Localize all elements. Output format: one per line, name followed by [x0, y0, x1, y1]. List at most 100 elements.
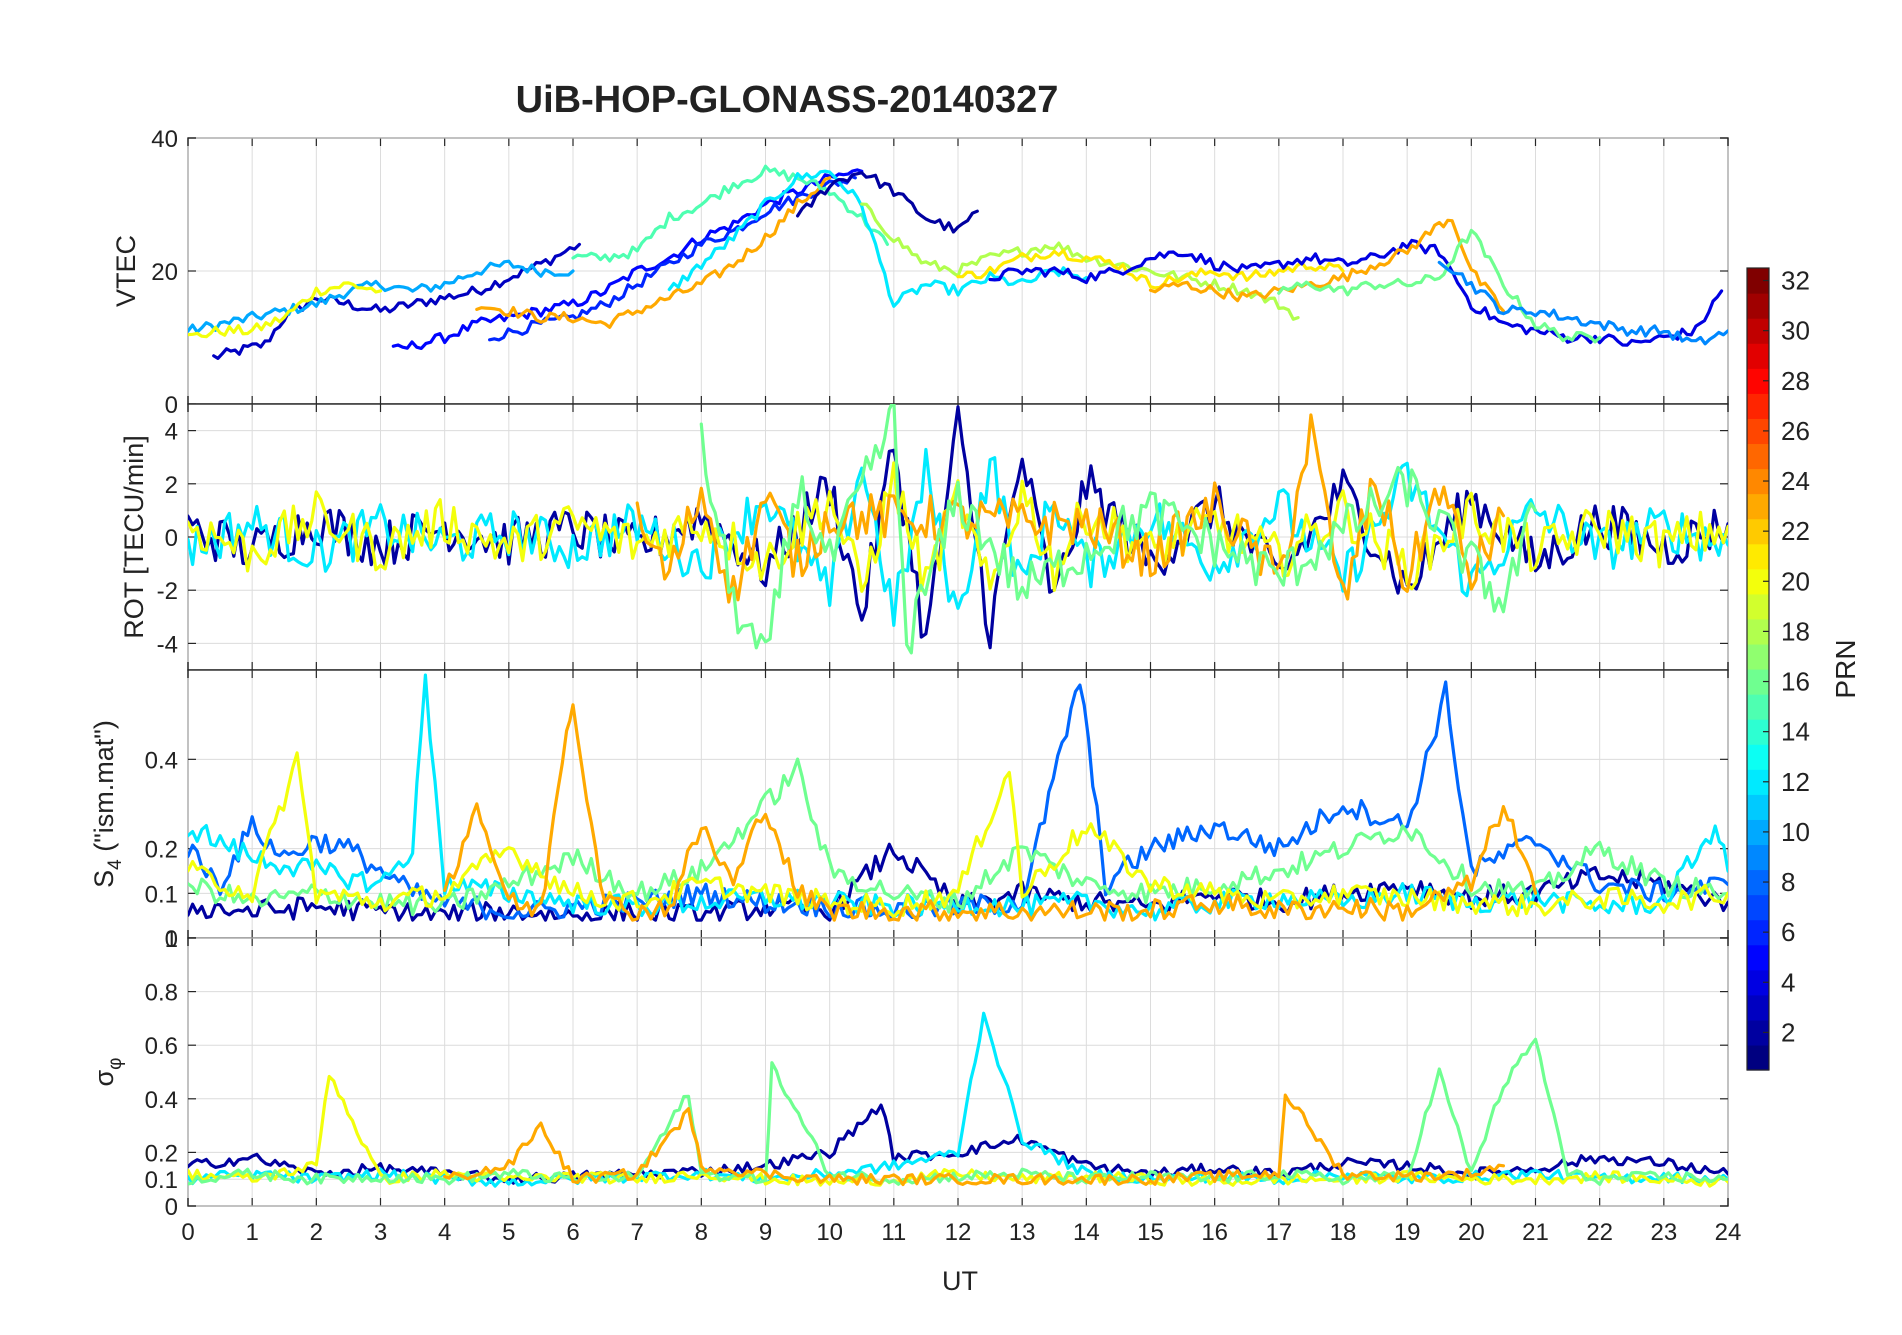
- s4-ytick-label: 0: [165, 926, 178, 953]
- rot-series-group: [188, 404, 1728, 655]
- colorbar-swatch: [1747, 894, 1769, 921]
- x-tick-label: 12: [945, 1219, 972, 1246]
- x-tick-label: 9: [759, 1219, 772, 1246]
- s4-y-axis-label: S4 ("ism.mat"): [89, 720, 126, 888]
- colorbar-swatch: [1747, 293, 1769, 319]
- colorbar-swatch: [1747, 568, 1769, 595]
- colorbar-tick-label: 6: [1781, 917, 1795, 947]
- x-axis-label: UT: [942, 1266, 978, 1296]
- colorbar-tick-label: 4: [1781, 967, 1795, 997]
- rot-ytick-label: 0: [165, 525, 178, 552]
- x-tick-label: 8: [695, 1219, 708, 1246]
- x-tick-label: 23: [1650, 1219, 1677, 1246]
- x-tick-label: 15: [1137, 1219, 1164, 1246]
- colorbar-swatch: [1747, 769, 1769, 795]
- vtec-series-prn-6: [488, 174, 857, 342]
- panel-s4: 0 0.1 0.2 0.4 S4 ("ism.mat"): [89, 669, 1729, 953]
- colorbar-swatch: [1747, 1044, 1769, 1071]
- vtec-series-prn-18: [860, 202, 1300, 321]
- vtec-ytick-label: 0: [165, 392, 178, 419]
- colorbar-swatch: [1747, 543, 1769, 570]
- x-tick-label: 19: [1394, 1219, 1421, 1246]
- rot-series-prn-2: [188, 405, 1728, 650]
- panel-rot: 4 2 0 -2 -4 ROT [TECU/min]: [119, 403, 1729, 671]
- x-tick-label: 6: [566, 1219, 579, 1246]
- colorbar-tick-label: 12: [1781, 767, 1810, 797]
- x-tick-label: 13: [1009, 1219, 1036, 1246]
- sigma-ytick-label: 0.2: [145, 1140, 178, 1167]
- colorbar-tick-label: 24: [1781, 466, 1810, 496]
- colorbar-tick-label: 18: [1781, 616, 1810, 646]
- x-tick-label: 24: [1715, 1219, 1742, 1246]
- rot-series-prn-23: [635, 413, 1505, 604]
- vtec-ytick-label: 20: [151, 259, 178, 286]
- s4-ytick-label: 0.4: [145, 747, 178, 774]
- colorbar-swatch: [1747, 1019, 1769, 1046]
- colorbar-swatch: [1747, 844, 1769, 871]
- colorbar-swatch: [1747, 869, 1769, 896]
- colorbar-swatch: [1747, 443, 1769, 470]
- x-tick-label: 11: [881, 1219, 906, 1246]
- vtec-series-prn-10: [188, 259, 575, 334]
- vtec-series-prn-23: [475, 176, 832, 329]
- colorbar-tick-label: 20: [1781, 566, 1810, 596]
- colorbar-label: PRN: [1830, 639, 1861, 698]
- sigma-ylabel-sub: φ: [105, 1058, 126, 1070]
- sigma-series-prn-23: [443, 1093, 1505, 1187]
- sigma-ylabel-main: σ: [89, 1070, 119, 1087]
- colorbar-tick-label: 10: [1781, 817, 1810, 847]
- colorbar-tick-label: 28: [1781, 366, 1810, 396]
- s4-series-prn-23: [443, 703, 1538, 922]
- sigma-series-prn-16: [188, 1037, 1728, 1186]
- colorbar-swatch: [1747, 669, 1769, 695]
- sigma-ytick-label: 0.6: [145, 1033, 178, 1060]
- vtec-ytick-label: 40: [151, 126, 178, 153]
- rot-y-axis-label: ROT [TECU/min]: [119, 435, 149, 639]
- chart-title: UiB-HOP-GLONASS-20140327: [516, 79, 1059, 121]
- colorbar-tick-label: 8: [1781, 867, 1795, 897]
- rot-ytick-label: 4: [165, 419, 178, 446]
- s4-ylabel-sub: 4: [105, 859, 126, 870]
- s4-series-prn-8: [188, 680, 1728, 921]
- sigma-series-prn-20: [188, 1074, 1728, 1188]
- colorbar-swatch: [1747, 744, 1769, 770]
- sigma-ytick-label: 0.1: [145, 1167, 178, 1194]
- x-tick-label: 1: [245, 1219, 258, 1246]
- colorbar-swatch: [1747, 518, 1769, 545]
- vtec-series-prn-12: [667, 169, 1088, 308]
- colorbar-tick-label: 26: [1781, 416, 1810, 446]
- colorbar-swatch: [1747, 819, 1769, 846]
- colorbar-swatch: [1747, 919, 1769, 946]
- vtec-series-prn-9: [1437, 260, 1728, 346]
- vtec-series-prn-16: [1277, 228, 1602, 344]
- colorbar-frame: [1746, 267, 1770, 1071]
- rot-ytick-label: -4: [157, 631, 178, 658]
- vtec-series-prn-23: [1148, 218, 1505, 313]
- colorbar-swatch: [1747, 468, 1769, 495]
- colorbar-swatch: [1747, 593, 1769, 620]
- colorbar-swatch: [1747, 969, 1769, 996]
- colorbar-tick-label: 14: [1781, 717, 1810, 747]
- vtec-series-prn-21: [956, 248, 1345, 290]
- colorbar-swatch: [1747, 343, 1769, 369]
- x-tick-label: 3: [374, 1219, 387, 1246]
- vtec-series-prn-3: [212, 242, 581, 360]
- sigma-y-axis-label: σφ: [89, 1058, 126, 1087]
- x-tick-label: 16: [1201, 1219, 1228, 1246]
- sigma-series-group: [188, 1011, 1728, 1188]
- colorbar-swatch: [1747, 944, 1769, 971]
- s4-ytick-label: 0.2: [145, 837, 178, 864]
- colorbar-swatch: [1747, 418, 1769, 445]
- s4-ytick-label: 0.1: [145, 881, 178, 908]
- vtec-series-prn-4: [988, 238, 1724, 347]
- colorbar-tick-label: 16: [1781, 667, 1810, 697]
- colorbar-swatch: [1747, 994, 1769, 1021]
- x-tick-label: 7: [630, 1219, 643, 1246]
- colorbar-swatch: [1747, 368, 1769, 394]
- panel-vtec: 0 20 40 VTEC: [111, 126, 1729, 419]
- x-tick-label: 10: [816, 1219, 843, 1246]
